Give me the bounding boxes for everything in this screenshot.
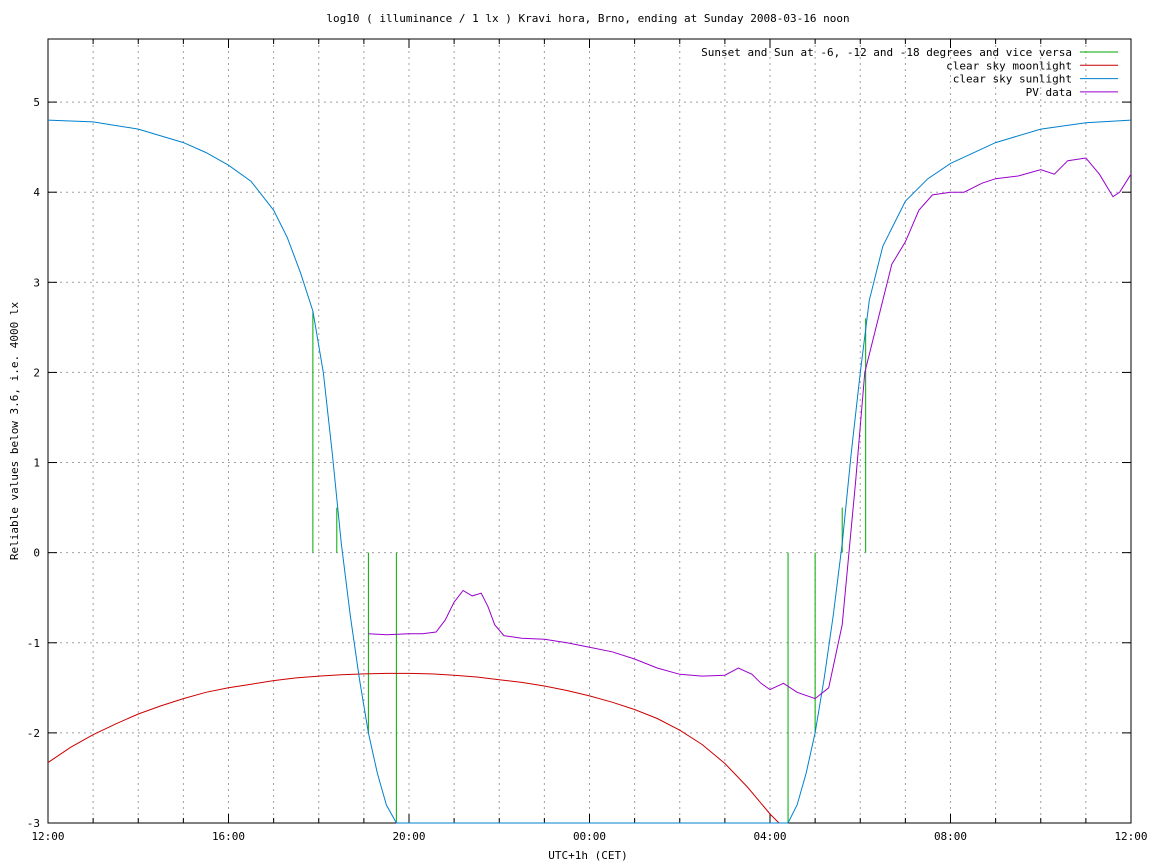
grid: [48, 39, 1131, 824]
y-tick-label: -1: [27, 637, 40, 650]
series-line-3: [368, 157, 1132, 700]
x-axis-label: UTC+1h (CET): [548, 849, 627, 862]
legend-label: Sunset and Sun at -6, -12 and -18 degree…: [701, 46, 1072, 59]
y-tick-label: 2: [33, 366, 40, 379]
x-tick-label: 12:00: [1114, 830, 1147, 843]
x-tick-label: 00:00: [573, 830, 606, 843]
y-tick-label: 1: [33, 457, 40, 470]
series-line-1: [47, 672, 780, 824]
x-tick-label: 20:00: [392, 830, 425, 843]
sun-angle-markers: [312, 311, 867, 823]
y-tick-label: 4: [33, 186, 40, 199]
y-tick-label: 0: [33, 547, 40, 560]
y-axis-label: Reliable values below 3.6, i.e. 4000 lx: [8, 301, 21, 560]
y-tick-label: 5: [33, 96, 40, 109]
x-tick-label: 04:00: [753, 830, 786, 843]
legend: Sunset and Sun at -6, -12 and -18 degree…: [701, 46, 1118, 99]
series-line-2: [47, 119, 1132, 824]
y-tick-label: -3: [27, 817, 40, 830]
x-tick-label: 12:00: [31, 830, 64, 843]
x-tick-label: 08:00: [934, 830, 967, 843]
chart-title: log10 ( illuminance / 1 lx ) Kravi hora,…: [326, 12, 849, 25]
legend-label: clear sky moonlight: [946, 59, 1072, 72]
legend-label: PV data: [1026, 86, 1072, 99]
x-tick-labels: 12:00 16:00 20:00 00:00 04:00 08:00 12:00: [31, 830, 1147, 843]
x-tick-label: 16:00: [212, 830, 245, 843]
series-layer: [47, 119, 1132, 824]
y-tick-label: 3: [33, 276, 40, 289]
y-tick-label: -2: [27, 727, 40, 740]
legend-label: clear sky sunlight: [953, 73, 1072, 86]
y-tick-labels: -3 -2 -1 0 1 2 3 4 5: [27, 96, 41, 830]
